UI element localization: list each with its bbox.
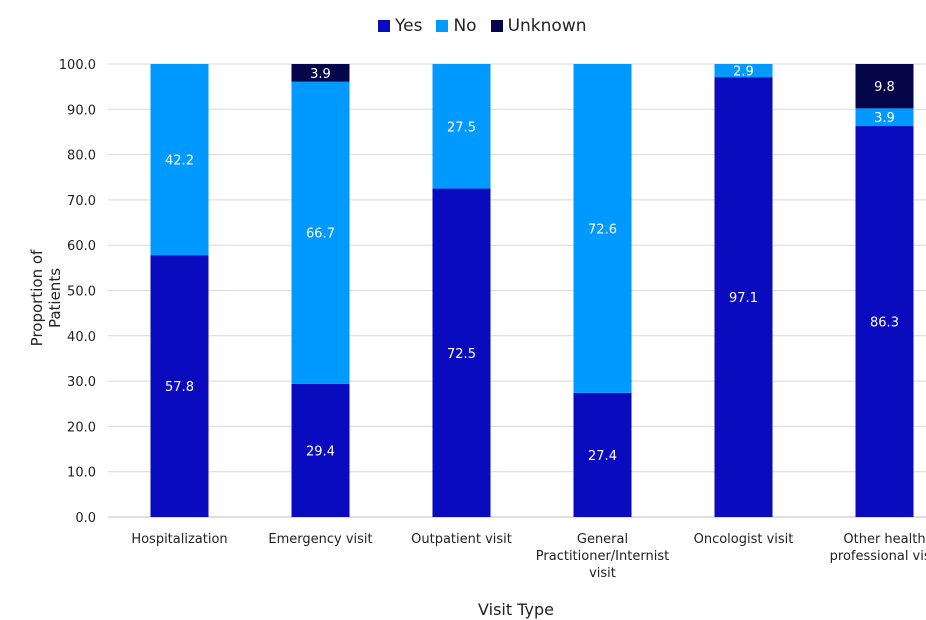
bar-segment-unknown [291,64,350,82]
bar-segment-no [855,108,914,127]
x-axis-title: Visit Type [478,600,554,619]
data-label-no: 3.9 [874,111,895,126]
x-tick-label: Oncologist visit [694,532,794,547]
legend-swatch-no [436,20,449,32]
legend-swatch-yes [378,20,390,32]
y-tick-label: 30.0 [67,375,96,390]
legend-label-yes: Yes [395,16,423,36]
data-label-unknown: 3.9 [310,67,331,82]
data-label-no: 72.6 [588,222,617,237]
x-tick-label: Hospitalization [131,532,227,547]
data-label-yes: 29.4 [306,444,335,459]
x-tick-label: Practitioner/Internist [536,549,669,564]
x-tick-label: Other health [843,532,925,547]
x-tick-label: visit [589,566,616,581]
legend-item-yes: Yes [378,16,422,36]
y-tick-label: 50.0 [67,285,96,300]
bar-segment-no [432,64,491,189]
data-label-yes: 27.4 [588,449,617,464]
x-tick-label: professional visit [830,549,926,564]
y-tick-label: 90.0 [67,103,96,118]
bar-segment-yes [291,383,350,517]
legend-label-no: No [453,16,477,36]
data-label-yes: 72.5 [447,347,476,362]
x-tick-label: General [577,532,628,547]
bar-segment-no [573,64,632,393]
y-tick-label: 10.0 [67,466,96,481]
data-label-no: 66.7 [306,227,335,242]
legend-swatch-unknown [490,20,503,32]
bar-segment-unknown [855,64,914,109]
y-tick-label: 40.0 [67,330,96,345]
y-tick-label: 100.0 [59,58,96,73]
bar-segment-yes [150,255,209,517]
legend-item-unknown: Unknown [490,16,587,36]
y-axis-title: Proportion of Patients [28,249,64,347]
data-label-unknown: 9.8 [874,80,895,95]
x-tick-label: Outpatient visit [411,532,512,547]
data-label-yes: 97.1 [729,291,758,306]
y-tick-label: 20.0 [67,420,96,435]
data-label-no: 2.9 [733,65,754,80]
legend-item-no: No [436,16,477,36]
data-label-no: 27.5 [447,120,476,135]
x-tick-label: Emergency visit [268,532,372,547]
bar-segment-yes [714,77,773,518]
data-label-no: 42.2 [165,154,194,169]
bar-segment-no [150,64,209,256]
data-label-yes: 86.3 [870,316,899,331]
bar-segment-no [291,81,350,384]
legend-label-unknown: Unknown [507,16,587,36]
data-label-yes: 57.8 [165,380,194,395]
bar-segment-yes [855,126,914,517]
y-tick-label: 70.0 [67,194,96,209]
y-tick-label: 0.0 [75,511,96,526]
y-tick-label: 80.0 [67,149,96,164]
bar-segment-yes [432,188,491,517]
bar-segment-yes [573,392,632,517]
y-tick-label: 60.0 [67,239,96,254]
legend: Yes No Unknown [378,16,587,36]
bar-segment-no [714,64,773,78]
